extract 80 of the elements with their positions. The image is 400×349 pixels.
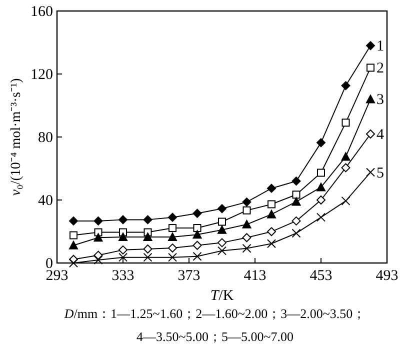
- point: [292, 176, 301, 186]
- point: [242, 198, 252, 207]
- point: [192, 230, 202, 239]
- point: [292, 197, 301, 206]
- point: [242, 220, 252, 228]
- point: [94, 250, 103, 260]
- point: [267, 184, 276, 193]
- point: [118, 215, 128, 224]
- y-tick-label: 160: [30, 4, 53, 20]
- point: [193, 224, 202, 232]
- point: [168, 224, 176, 232]
- x-tick-label: 453: [310, 268, 332, 284]
- point: [218, 225, 226, 234]
- y-axis-title: v₀/(10⁻⁴ mol·m⁻³·s⁻¹): [9, 78, 24, 196]
- point: [341, 152, 350, 161]
- point: [292, 190, 300, 199]
- point: [192, 252, 202, 261]
- point: [267, 227, 276, 236]
- point: [268, 200, 276, 208]
- point: [316, 196, 326, 204]
- point: [143, 232, 152, 242]
- series-label: 3: [376, 92, 384, 108]
- text: 4—3.50~5.00；5—5.00~7.00: [136, 329, 294, 344]
- point: [218, 238, 226, 248]
- point: [242, 233, 252, 242]
- point: [342, 118, 350, 127]
- x-tick-label: 293: [46, 268, 68, 284]
- series-label: 4: [376, 127, 384, 144]
- point: [118, 245, 128, 254]
- point: [292, 228, 301, 238]
- point: [218, 218, 226, 226]
- point: [242, 244, 252, 253]
- point: [69, 216, 78, 226]
- x-tick-label: 413: [244, 268, 266, 284]
- point: [341, 196, 350, 206]
- point: [341, 81, 350, 90]
- x-axis-title: T/K: [210, 288, 234, 304]
- y-tick-label: 80: [38, 130, 53, 146]
- point: [69, 240, 78, 250]
- series-label: 5: [376, 165, 384, 182]
- point: [218, 246, 226, 256]
- point: [242, 206, 251, 214]
- point: [192, 208, 202, 218]
- point: [366, 168, 375, 177]
- point: [366, 64, 374, 72]
- point: [317, 168, 325, 177]
- y-tick-label: 120: [30, 67, 53, 83]
- point: [143, 215, 152, 224]
- point: [218, 204, 226, 214]
- point: [118, 252, 128, 262]
- point: [94, 233, 103, 242]
- point: [316, 138, 326, 148]
- point: [341, 163, 350, 172]
- x-tick-label: 493: [376, 268, 398, 284]
- point: [118, 232, 128, 242]
- point: [366, 130, 375, 139]
- point: [292, 216, 301, 226]
- x-tick-label: 373: [178, 268, 200, 284]
- point: [192, 240, 202, 250]
- point: [143, 252, 152, 262]
- point: [168, 244, 177, 253]
- point: [70, 231, 78, 240]
- point: [267, 210, 276, 218]
- x-tick-label: 333: [112, 268, 134, 284]
- point: [143, 244, 152, 254]
- y-tick-label: 40: [38, 193, 53, 209]
- point: [94, 216, 103, 226]
- point: [168, 232, 177, 242]
- point: [168, 212, 177, 222]
- point: [316, 212, 326, 222]
- point: [168, 252, 177, 262]
- point: [316, 182, 326, 192]
- series-label: 1: [376, 38, 384, 55]
- series-label: 2: [376, 60, 384, 77]
- point: [94, 256, 103, 265]
- point: [366, 41, 375, 50]
- text: D/mm：1—1.25~1.60；2—1.60~2.00；3—2.00~3.50；: [63, 306, 366, 321]
- point: [69, 258, 78, 268]
- point: [267, 239, 276, 248]
- point: [366, 94, 375, 104]
